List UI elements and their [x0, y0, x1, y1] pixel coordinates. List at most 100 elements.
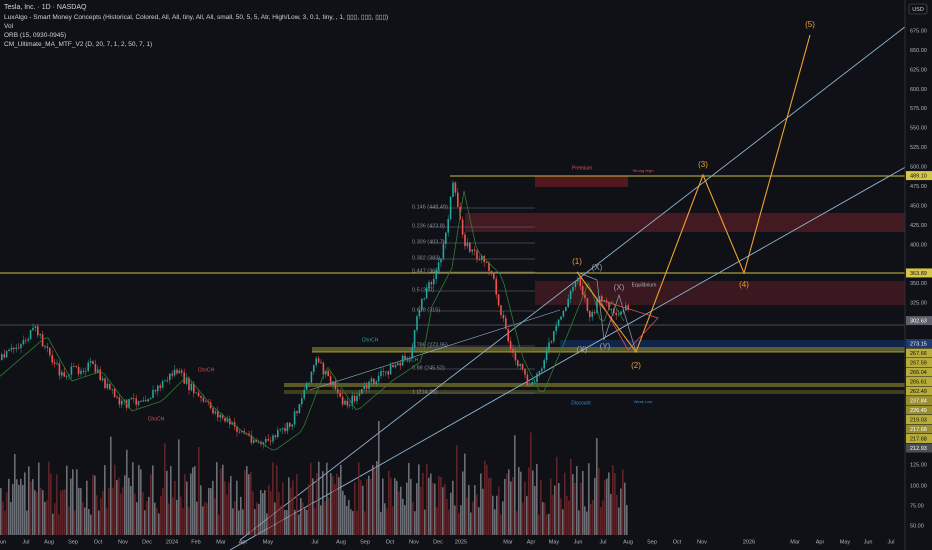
candle-body	[394, 365, 397, 368]
volume-bar	[540, 480, 542, 535]
volume-bar	[598, 467, 600, 535]
volume-bar	[40, 487, 42, 535]
volume-bar	[520, 471, 522, 535]
volume-bar	[270, 491, 272, 535]
structure-label: ChoCH	[198, 367, 215, 373]
price-tag	[906, 424, 932, 434]
indicator-legend[interactable]: Vol	[4, 23, 14, 30]
volume-bar	[480, 473, 482, 535]
volume-bar	[126, 449, 128, 535]
volume-bar	[62, 489, 64, 535]
candle-body	[548, 342, 550, 350]
volume-bar	[298, 514, 300, 535]
volume-bar	[466, 497, 468, 535]
candle-body	[608, 301, 610, 310]
volume-bar	[2, 501, 4, 535]
price-tick-label: 425.00	[910, 223, 927, 229]
volume-bar	[392, 506, 394, 535]
candle-body	[466, 242, 469, 247]
wave-label: (3)	[698, 160, 708, 169]
candle-body	[205, 401, 207, 403]
candle-body	[421, 298, 423, 310]
volume-bar	[72, 469, 74, 535]
candle-body	[514, 352, 517, 361]
candle-body	[85, 371, 87, 372]
volume-bar	[242, 509, 244, 535]
candle-body	[622, 310, 625, 312]
volume-bar	[556, 456, 558, 535]
zone-label: Strong High	[632, 168, 653, 173]
candle-body	[308, 382, 310, 384]
candle-body	[529, 385, 531, 386]
price-tag	[906, 443, 932, 453]
time-tick-label: Aug	[623, 539, 633, 545]
candle-body	[22, 340, 25, 345]
candle-body	[284, 428, 286, 432]
time-tick-label: Aug	[336, 539, 346, 545]
candle-body	[104, 378, 106, 389]
candle-body	[97, 369, 99, 373]
volume-bar	[486, 464, 488, 535]
volume-bar	[596, 438, 598, 535]
volume-bar	[92, 474, 94, 535]
indicator-legend[interactable]: LuxAlgo - Smart Money Concepts (Historic…	[4, 14, 389, 21]
volume-bar	[382, 478, 384, 535]
price-tick-label: 600.00	[910, 87, 927, 93]
volume-bar	[612, 465, 614, 535]
candle-body	[44, 346, 46, 348]
candle-body	[15, 347, 17, 349]
time-tick-label: 2024	[166, 539, 178, 545]
volume-bar	[372, 465, 374, 535]
volume-bar	[226, 494, 228, 535]
candle-body	[238, 431, 241, 433]
fib-label: 0.146 (448.49)	[412, 204, 448, 210]
volume-bar	[412, 502, 414, 535]
candle-body	[322, 362, 325, 375]
price-tag-label: 273.15	[910, 341, 927, 347]
volume-bar	[626, 505, 628, 535]
candle-body	[543, 360, 545, 369]
candle-body	[596, 299, 598, 313]
volume-bar	[522, 502, 524, 535]
moving-average	[0, 190, 625, 451]
volume-bar	[280, 505, 282, 535]
candle-body	[164, 380, 166, 382]
time-tick-label: Aug	[44, 539, 54, 545]
candle-body	[181, 370, 183, 373]
candle-body	[502, 315, 505, 319]
indicator-legend[interactable]: ORB (15, 0930-0945)	[4, 32, 67, 39]
price-tag-label: 265.61	[910, 379, 927, 385]
candle-body	[286, 422, 289, 432]
symbol-title[interactable]: Tesla, Inc. · 1D · NASDAQ	[4, 4, 87, 11]
candle-body	[574, 281, 577, 287]
fib-label: 0.5 (350)	[412, 287, 434, 293]
price-tag	[906, 396, 932, 406]
volume-bar	[284, 509, 286, 535]
time-tick-label: Nov	[697, 539, 707, 545]
indicator-legend[interactable]: CM_Ultimate_MA_MTF_V2 (D, 20, 7, 1, 2, 5…	[4, 41, 153, 48]
candle-body	[25, 340, 27, 342]
volume-bar	[258, 503, 260, 535]
candle-body	[121, 400, 123, 405]
time-tick-label: Jul	[22, 539, 29, 545]
volume-bar	[586, 511, 588, 535]
volume-bar	[124, 475, 126, 535]
candle-body	[145, 400, 147, 402]
candle-body	[392, 365, 394, 368]
candle-body	[49, 347, 51, 356]
candle-body	[5, 351, 8, 358]
candle-body	[601, 296, 603, 302]
candle-body	[557, 319, 560, 326]
volume-bar	[68, 506, 70, 535]
volume-bar	[308, 483, 310, 535]
candle-body	[409, 358, 411, 360]
candle-body	[34, 326, 37, 328]
candle-body	[1, 354, 3, 360]
candle-body	[289, 422, 291, 427]
volume-bar	[452, 480, 454, 535]
volume-bar	[362, 485, 364, 535]
volume-bar	[162, 487, 164, 535]
volume-bar	[326, 462, 328, 535]
corrective-label: (X)	[614, 283, 625, 292]
candle-body	[449, 196, 452, 219]
